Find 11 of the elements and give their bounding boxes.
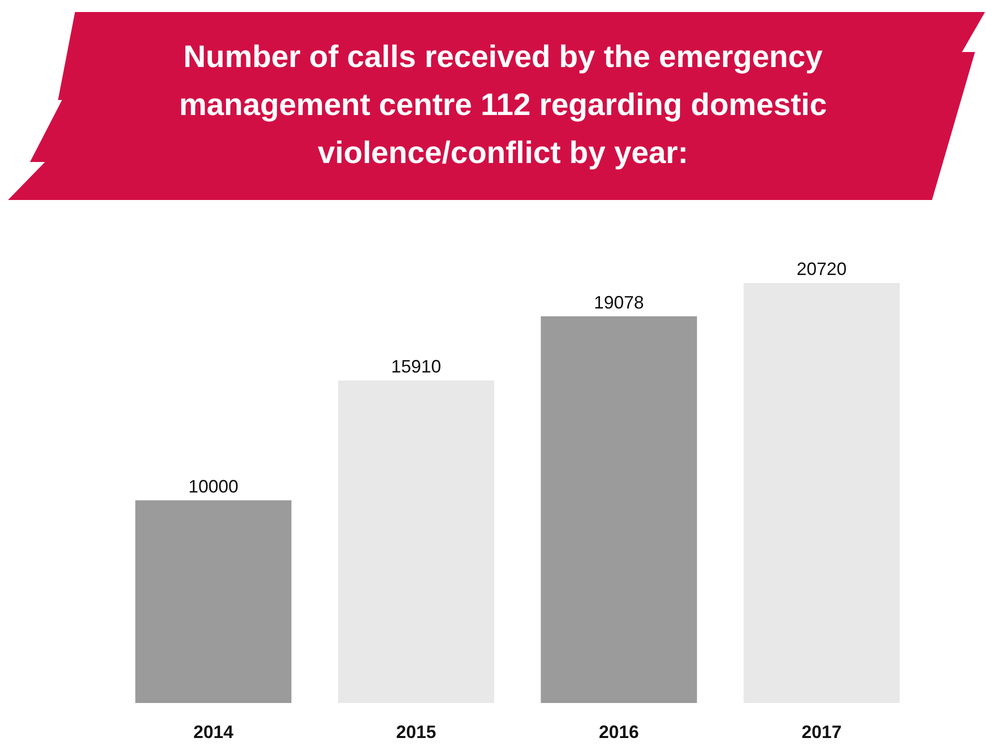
data-label: 19078 — [594, 292, 644, 312]
data-label: 10000 — [188, 476, 238, 496]
bar — [540, 316, 697, 703]
bar — [135, 500, 292, 703]
data-label: 20720 — [796, 259, 847, 279]
data-label: 15910 — [391, 356, 442, 376]
x-tick-label: 2016 — [598, 722, 639, 742]
x-tick-label: 2015 — [396, 722, 436, 742]
chart-title: Number of calls received by the emergency management centre 112 regarding domestic violence/conflict by year: — [179, 39, 827, 170]
x-tick-label: 2014 — [193, 722, 234, 742]
x-tick-label: 2017 — [802, 722, 842, 742]
